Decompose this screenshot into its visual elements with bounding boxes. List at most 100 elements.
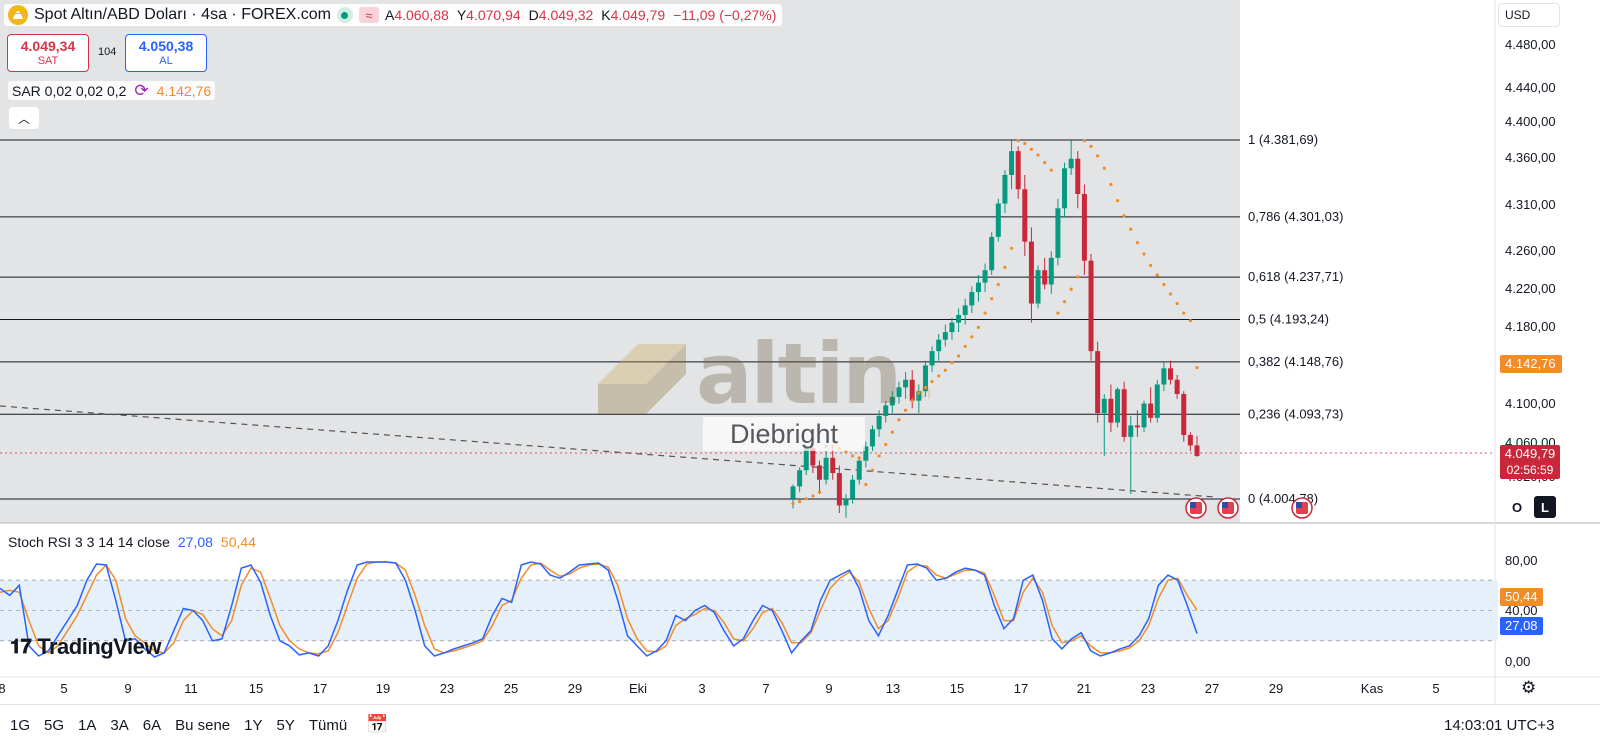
candle-body: [1055, 208, 1061, 258]
clock[interactable]: 14:03:01 UTC+3: [1444, 717, 1555, 734]
sar-dot: [890, 430, 894, 434]
sar-dot: [1049, 168, 1053, 172]
spread-value: 104: [98, 46, 117, 58]
stoch-rsi-legend[interactable]: Stoch RSI 3 3 14 14 close 27,08 50,44: [8, 534, 256, 550]
time-tick-label: 15: [249, 681, 263, 696]
range-1d[interactable]: 1G: [10, 717, 31, 734]
sar-dot: [804, 497, 808, 501]
candle-body: [896, 387, 902, 397]
watermark-brand-suffix: .in: [910, 382, 932, 404]
last-price: 4.049,79: [1504, 446, 1556, 461]
symbol-title[interactable]: Spot Altın/ABD Doları · 4sa · FOREX.com: [34, 6, 331, 23]
watermark-logo: altin .in: [598, 325, 931, 423]
sar-dot: [1168, 292, 1173, 296]
candles-group: [790, 140, 1200, 518]
buy-button[interactable]: 4.050,38 AL: [125, 34, 207, 72]
ohlc-low-value: 4.049,32: [538, 7, 594, 23]
candle-body: [1121, 389, 1127, 437]
delayed-data-icon[interactable]: ≈: [358, 7, 379, 23]
gear-icon[interactable]: ⚙: [1521, 678, 1537, 697]
stoch-k-value: 27,08: [177, 534, 213, 550]
currency-label: USD: [1505, 8, 1531, 22]
sar-value: 4.142,76: [156, 82, 212, 99]
candle-body: [1128, 425, 1134, 437]
fib-label: 0,382 (4.148,76): [1248, 354, 1343, 369]
candle-body: [856, 460, 862, 480]
sar-dot: [1122, 214, 1126, 218]
bottom-toolbar: 1G 5G 1A 3A 6A Bu sene 1Y 5Y Tümü 📅 14:0…: [0, 704, 1600, 749]
candle-body: [962, 305, 968, 315]
time-tick-label: 7: [762, 681, 769, 696]
candle-body: [876, 415, 882, 430]
time-tick-label: Kas: [1361, 681, 1384, 696]
range-buttons: 1G 5G 1A 3A 6A Bu sene 1Y 5Y Tümü: [10, 717, 347, 734]
price-tick-label: 4.480,00: [1505, 37, 1556, 52]
ohlc-open-value: 4.060,88: [394, 7, 449, 23]
sell-price: 4.049,34: [20, 38, 76, 55]
sar-dot: [1089, 144, 1093, 148]
sar-dot: [1009, 246, 1014, 250]
sar-dot: [791, 501, 795, 506]
ohlc-high-label: Y: [456, 7, 467, 23]
candle-body: [810, 448, 816, 466]
market-open-icon[interactable]: [336, 7, 353, 23]
sar-dot: [983, 311, 987, 315]
sar-dot: [1195, 365, 1199, 370]
candle-body: [956, 314, 962, 323]
ohlc-change: −11,09 (−0,27%): [673, 7, 777, 23]
candle-body: [1035, 270, 1041, 304]
candle-body: [1022, 189, 1028, 242]
tradingview-logo[interactable]: 𝟏𝟕 TradingView: [10, 634, 161, 660]
range-ytd[interactable]: Bu sene: [175, 717, 231, 734]
candle-body: [975, 282, 981, 293]
time-tick-label: 9: [825, 681, 832, 696]
fib-label: 0,5 (4.193,24): [1248, 311, 1329, 326]
sar-indicator-legend[interactable]: SAR 0,02 0,02 0,2 ⟳ 4.142,76: [8, 81, 216, 100]
sar-dot: [1175, 301, 1179, 306]
candle-body: [903, 379, 909, 388]
candle-body: [989, 236, 995, 271]
range-1y[interactable]: 1Y: [244, 717, 263, 734]
time-tick-label: Eki: [629, 681, 647, 696]
candle-body: [803, 448, 809, 471]
scale-button-l[interactable]: L: [1534, 496, 1556, 518]
price-tick-label: 4.400,00: [1505, 114, 1556, 129]
time-tick-label: 29: [1269, 681, 1283, 696]
range-3m[interactable]: 3A: [110, 717, 129, 734]
scale-button-o[interactable]: O: [1506, 496, 1528, 518]
time-tick-label: 23: [1141, 681, 1155, 696]
sar-dot: [1109, 182, 1113, 187]
stoch-tick-label: 40,00: [1505, 603, 1538, 618]
price-tick-label: 4.180,00: [1505, 319, 1556, 334]
calendar-goto-icon[interactable]: 📅: [366, 714, 389, 734]
candle-body: [936, 339, 942, 352]
us-flag-icon: [1222, 502, 1228, 508]
price-tick-label: 4.100,00: [1505, 396, 1556, 411]
range-all[interactable]: Tümü: [308, 717, 348, 734]
ohlc-close-value: 4.049,79: [610, 7, 666, 23]
candle-body: [830, 457, 836, 474]
candle-body: [1081, 193, 1087, 261]
range-1m[interactable]: 1A: [78, 717, 97, 734]
candle-body: [1095, 351, 1101, 414]
candle-body: [1181, 394, 1187, 435]
range-6m[interactable]: 6A: [142, 717, 162, 734]
ohlc-low-label: D: [528, 7, 539, 23]
sell-button[interactable]: 4.049,34 SAT: [7, 34, 89, 72]
candle-body: [816, 465, 822, 480]
candle-body: [797, 470, 803, 487]
currency-selector[interactable]: USD: [1498, 3, 1560, 27]
sar-dot: [1129, 227, 1133, 231]
refresh-icon[interactable]: ⟳: [134, 81, 149, 100]
range-5y[interactable]: 5Y: [276, 717, 295, 734]
sar-dot: [817, 490, 822, 494]
candle-body: [1075, 158, 1081, 194]
sar-dot: [1062, 300, 1067, 304]
collapse-legend-button[interactable]: ︿: [9, 107, 39, 129]
candle-body: [1048, 257, 1054, 285]
candle-body: [942, 332, 948, 340]
stoch-tick-label: 0,00: [1505, 654, 1530, 669]
stoch-d-line: [0, 561, 1198, 655]
range-5d[interactable]: 5G: [44, 717, 65, 734]
